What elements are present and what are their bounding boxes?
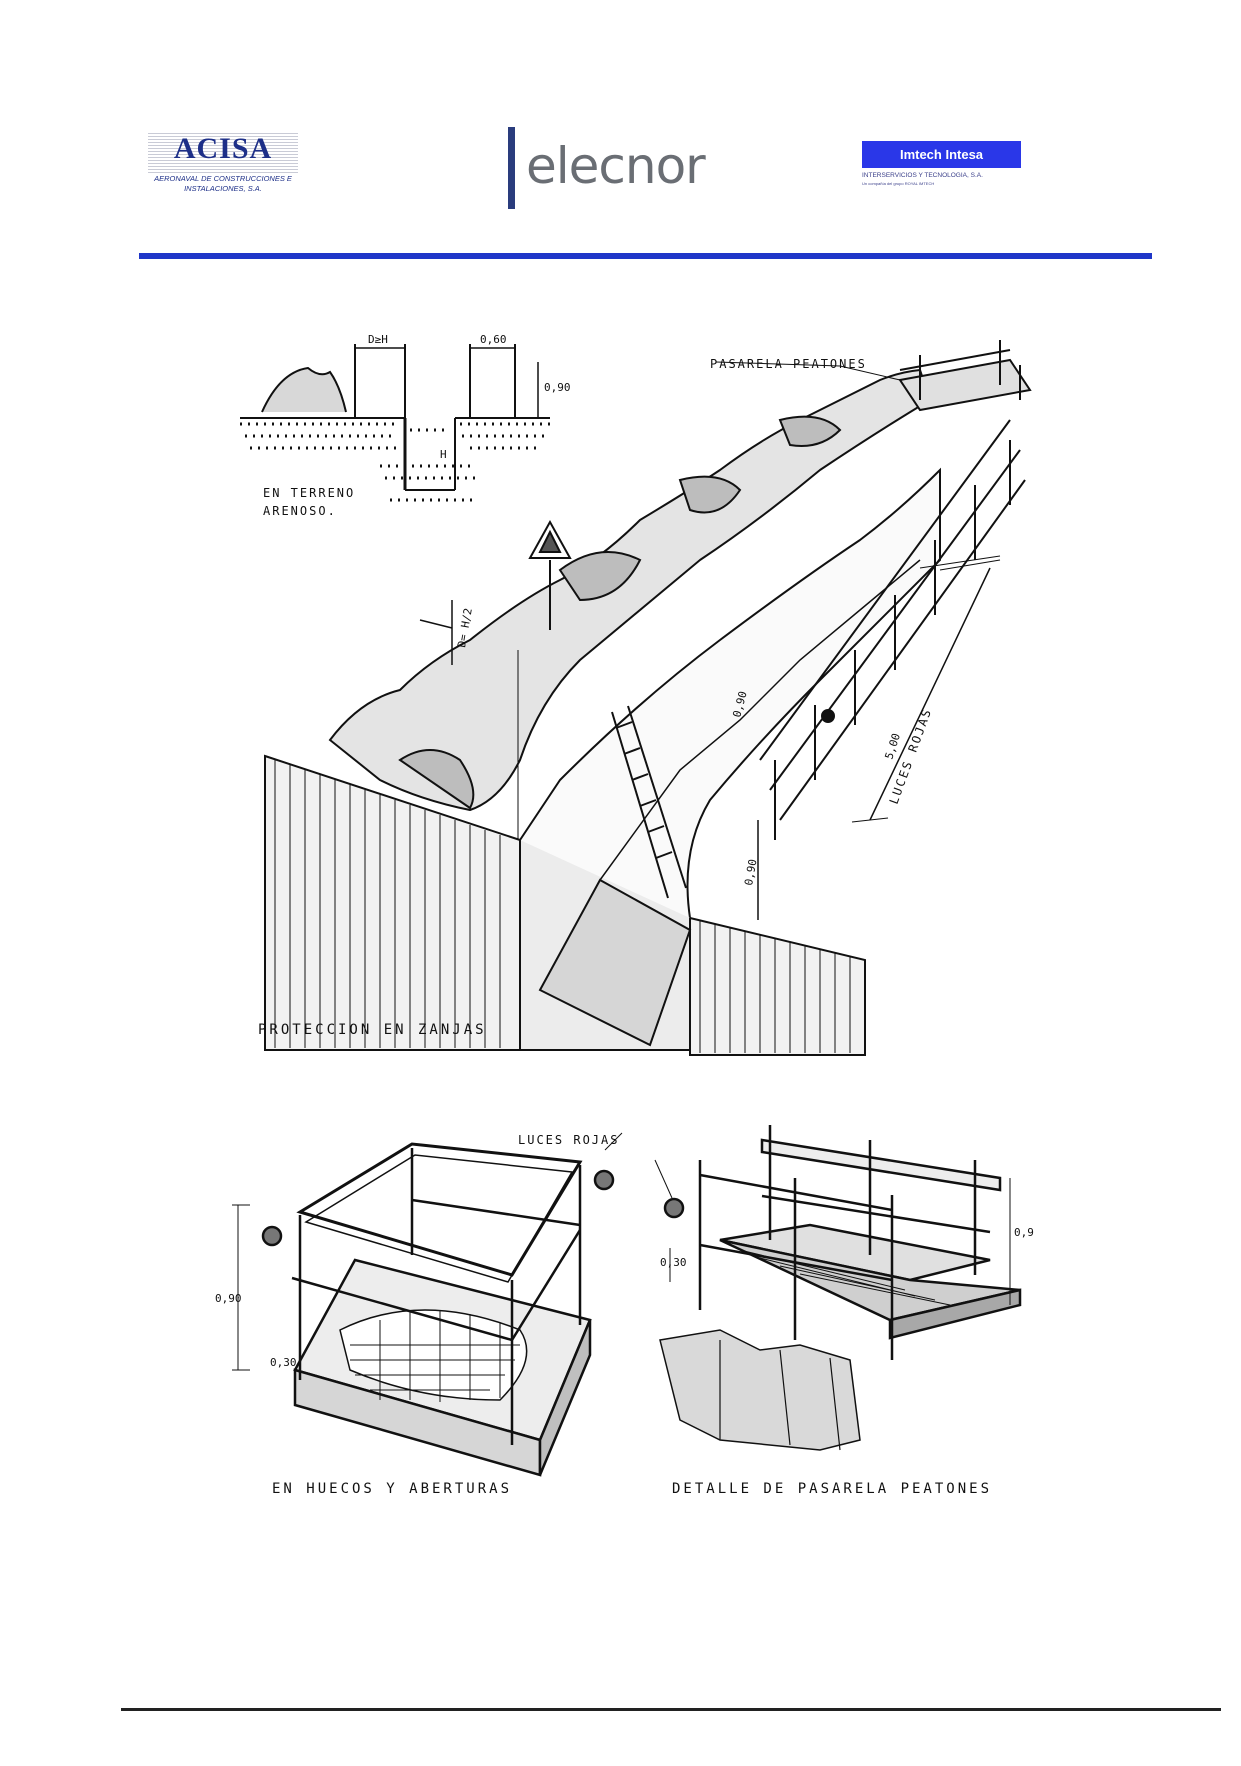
acisa-logo-stripes [148, 131, 298, 173]
pasarela-peatones-label: PASARELA PEATONES [710, 357, 867, 371]
dim-090-top: 0,90 [544, 381, 571, 394]
sandy-soil-label-2: ARENOSO. [263, 504, 337, 518]
footer-rule [121, 1708, 1221, 1711]
imtech-logo: Imtech Intesa [862, 141, 1021, 168]
warning-sign [528, 519, 572, 630]
dim-h: H [440, 448, 447, 461]
acisa-logo-subtitle: AERONAVAL DE CONSTRUCCIONES E INSTALACIO… [148, 174, 298, 194]
imtech-logo-tagline: Un compañía del grupo ROYAL IMTECH [862, 181, 935, 186]
dim-090-bottom: 0,90 [742, 858, 759, 886]
dim-d-h: D≥H [368, 333, 388, 346]
trench-ladder [611, 705, 687, 899]
header-rule [139, 253, 1152, 259]
elecnor-logo-word: elecnor [526, 137, 706, 195]
acisa-subtitle-line2: INSTALACIONES, S.A. [184, 184, 262, 193]
elecnor-logo-bar [508, 127, 515, 209]
caption-proteccion-zanjas: PROTECCION EN ZANJAS [258, 1022, 487, 1038]
acisa-logo: ACISA AERONAVAL DE CONSTRUCCIONES E INST… [148, 131, 298, 194]
dim-060: 0,60 [480, 333, 507, 346]
imtech-logo-subtitle: INTERSERVICIOS Y TECNOLOGIA, S.A. [862, 172, 983, 179]
pedestrian-walkway-top [898, 340, 1032, 412]
acisa-subtitle-line1: AERONAVAL DE CONSTRUCCIONES E [154, 174, 292, 183]
trench-drawing [264, 340, 1032, 1056]
acisa-logo-word: ACISA [173, 132, 273, 165]
trench-railing [759, 419, 1026, 840]
sandy-soil-section [240, 344, 550, 502]
sandy-soil-label-1: EN TERRENO [263, 486, 355, 500]
